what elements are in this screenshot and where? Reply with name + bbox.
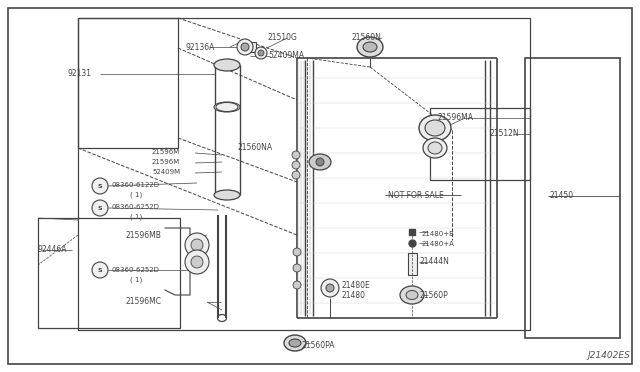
Text: 08360-6122D: 08360-6122D bbox=[112, 182, 160, 188]
Ellipse shape bbox=[214, 102, 240, 112]
Text: 21596MB: 21596MB bbox=[126, 231, 162, 240]
Ellipse shape bbox=[357, 37, 383, 57]
Ellipse shape bbox=[284, 335, 306, 351]
Text: 92131: 92131 bbox=[68, 70, 92, 78]
Text: 08360-6252D: 08360-6252D bbox=[112, 267, 160, 273]
Bar bbox=[78, 18, 178, 148]
Circle shape bbox=[326, 284, 334, 292]
Circle shape bbox=[191, 256, 203, 268]
Circle shape bbox=[92, 178, 108, 194]
Circle shape bbox=[92, 200, 108, 216]
Ellipse shape bbox=[309, 154, 331, 170]
Ellipse shape bbox=[400, 286, 424, 304]
Text: 21480E: 21480E bbox=[342, 280, 371, 289]
Circle shape bbox=[185, 250, 209, 274]
Text: 21560P: 21560P bbox=[420, 291, 449, 299]
Ellipse shape bbox=[289, 339, 301, 347]
Circle shape bbox=[237, 39, 253, 55]
Circle shape bbox=[293, 248, 301, 256]
Text: S: S bbox=[98, 183, 102, 189]
Ellipse shape bbox=[423, 138, 447, 158]
Circle shape bbox=[185, 233, 209, 257]
Circle shape bbox=[255, 47, 267, 59]
Ellipse shape bbox=[214, 59, 240, 71]
Text: 21510G: 21510G bbox=[268, 33, 298, 42]
Text: 21596M: 21596M bbox=[152, 149, 180, 155]
Bar bbox=[248, 42, 256, 52]
Ellipse shape bbox=[214, 190, 240, 200]
Ellipse shape bbox=[425, 120, 445, 136]
Circle shape bbox=[241, 43, 249, 51]
Text: 21480: 21480 bbox=[342, 292, 366, 301]
Text: S: S bbox=[98, 205, 102, 211]
Bar bbox=[525, 58, 620, 338]
Text: 21560N: 21560N bbox=[352, 33, 382, 42]
Text: 21512N: 21512N bbox=[490, 129, 520, 138]
Text: 08360-6252D: 08360-6252D bbox=[112, 204, 160, 210]
Circle shape bbox=[292, 171, 300, 179]
Circle shape bbox=[191, 239, 203, 251]
Text: 21596M: 21596M bbox=[152, 159, 180, 165]
Text: 21444N: 21444N bbox=[420, 257, 450, 266]
Circle shape bbox=[292, 151, 300, 159]
Text: 21596MC: 21596MC bbox=[126, 298, 162, 307]
Text: NOT FOR SALE: NOT FOR SALE bbox=[388, 190, 444, 199]
Circle shape bbox=[258, 50, 264, 56]
Text: 21596MA: 21596MA bbox=[437, 113, 473, 122]
Text: 21450: 21450 bbox=[550, 192, 574, 201]
Bar bbox=[430, 108, 530, 180]
Circle shape bbox=[321, 279, 339, 297]
Ellipse shape bbox=[363, 42, 377, 52]
Text: ( 1): ( 1) bbox=[130, 214, 142, 220]
Ellipse shape bbox=[419, 115, 451, 141]
Text: 21560NA: 21560NA bbox=[238, 144, 273, 153]
Text: J21402ES: J21402ES bbox=[587, 351, 630, 360]
Text: 52409MA: 52409MA bbox=[268, 51, 304, 61]
Circle shape bbox=[316, 158, 324, 166]
Circle shape bbox=[293, 281, 301, 289]
Text: 92446A: 92446A bbox=[38, 246, 67, 254]
Text: 21480+B: 21480+B bbox=[422, 231, 455, 237]
Text: 52409M: 52409M bbox=[152, 169, 180, 175]
Text: 21560PA: 21560PA bbox=[302, 340, 335, 350]
Ellipse shape bbox=[406, 291, 418, 299]
Text: ( 1): ( 1) bbox=[130, 192, 142, 198]
Circle shape bbox=[293, 264, 301, 272]
Text: 21480+A: 21480+A bbox=[422, 241, 455, 247]
Circle shape bbox=[92, 262, 108, 278]
Bar bbox=[38, 218, 180, 328]
Circle shape bbox=[292, 161, 300, 169]
Ellipse shape bbox=[428, 142, 442, 154]
Text: S: S bbox=[98, 267, 102, 273]
Bar bbox=[408, 253, 417, 275]
Text: ( 1): ( 1) bbox=[130, 277, 142, 283]
Text: 92136A: 92136A bbox=[185, 42, 214, 51]
Bar bbox=[78, 18, 530, 330]
